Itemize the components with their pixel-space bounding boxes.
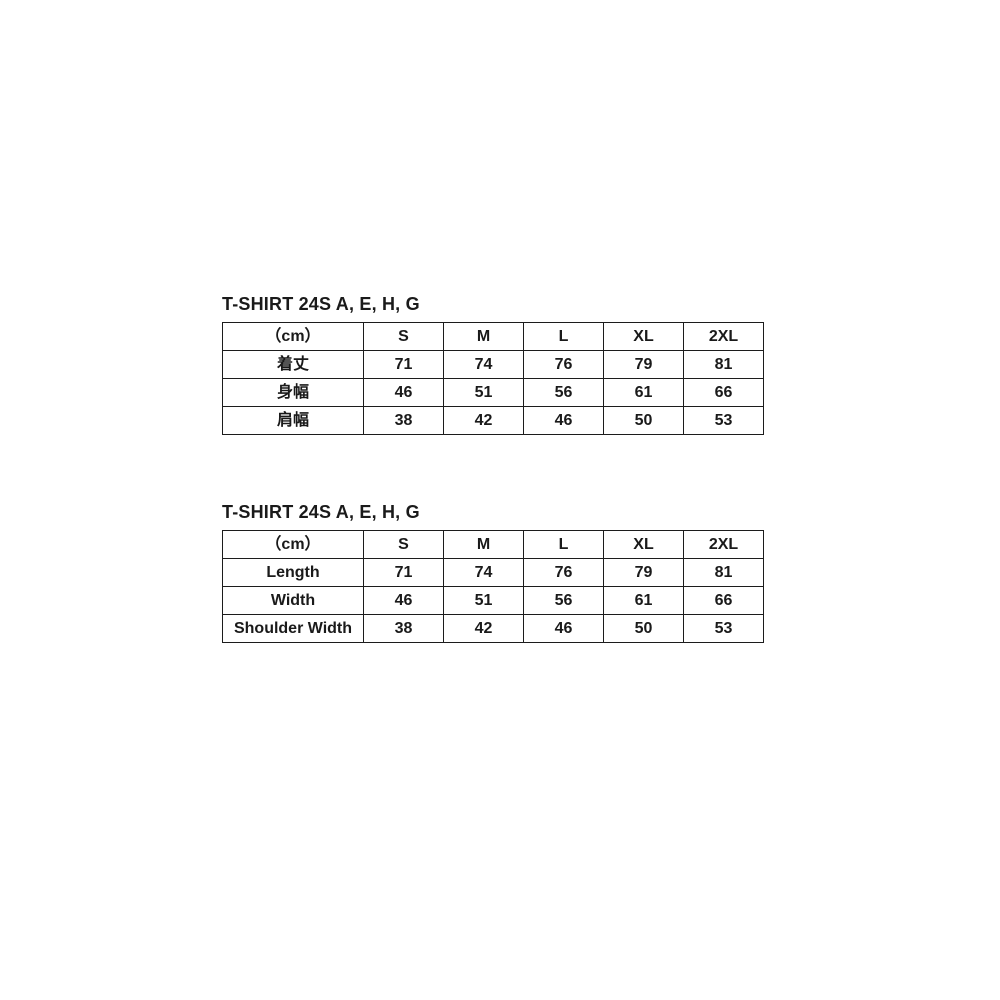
size-value-cell: 74 — [443, 350, 524, 379]
size-value-cell: 46 — [523, 406, 604, 435]
size-value-cell: 42 — [443, 614, 524, 643]
size-column-header: L — [523, 322, 604, 351]
size-table-section-jp: T-SHIRT 24S A, E, H, G （cm） S M L XL 2XL… — [222, 294, 764, 435]
size-column-header: M — [443, 322, 524, 351]
size-value-cell: 42 — [443, 406, 524, 435]
size-value-cell: 50 — [603, 406, 684, 435]
table-row: 身幅 46 51 56 61 66 — [222, 378, 764, 407]
size-value-cell: 74 — [443, 558, 524, 587]
size-column-header: S — [363, 322, 444, 351]
size-value-cell: 46 — [363, 378, 444, 407]
size-value-cell: 79 — [603, 350, 684, 379]
size-value-cell: 56 — [523, 378, 604, 407]
table-row: Shoulder Width 38 42 46 50 53 — [222, 614, 764, 643]
table-row: 着丈 71 74 76 79 81 — [222, 350, 764, 379]
size-value-cell: 51 — [443, 586, 524, 615]
size-value-cell: 46 — [363, 586, 444, 615]
size-value-cell: 50 — [603, 614, 684, 643]
header-row: （cm） S M L XL 2XL — [222, 322, 764, 351]
size-value-cell: 71 — [363, 350, 444, 379]
size-value-cell: 38 — [363, 614, 444, 643]
row-label: 肩幅 — [222, 406, 364, 435]
size-column-header: S — [363, 530, 444, 559]
size-value-cell: 66 — [683, 378, 764, 407]
size-value-cell: 53 — [683, 406, 764, 435]
size-value-cell: 61 — [603, 378, 684, 407]
size-column-header: 2XL — [683, 530, 764, 559]
size-table-jp: （cm） S M L XL 2XL 着丈 71 74 76 79 81 身幅 — [222, 322, 764, 435]
size-value-cell: 66 — [683, 586, 764, 615]
size-column-header: XL — [603, 322, 684, 351]
size-value-cell: 76 — [523, 350, 604, 379]
row-label: Length — [222, 558, 364, 587]
size-value-cell: 79 — [603, 558, 684, 587]
size-value-cell: 38 — [363, 406, 444, 435]
header-row: （cm） S M L XL 2XL — [222, 530, 764, 559]
row-label: 着丈 — [222, 350, 364, 379]
row-label: 身幅 — [222, 378, 364, 407]
table-row: Width 46 51 56 61 66 — [222, 586, 764, 615]
table-title-en: T-SHIRT 24S A, E, H, G — [222, 502, 420, 522]
size-value-cell: 76 — [523, 558, 604, 587]
unit-header-cell: （cm） — [222, 530, 364, 559]
size-column-header: L — [523, 530, 604, 559]
size-column-header: 2XL — [683, 322, 764, 351]
size-column-header: M — [443, 530, 524, 559]
table-row: Length 71 74 76 79 81 — [222, 558, 764, 587]
size-table-en: （cm） S M L XL 2XL Length 71 74 76 79 81 … — [222, 530, 764, 643]
size-value-cell: 51 — [443, 378, 524, 407]
size-value-cell: 53 — [683, 614, 764, 643]
table-title-jp: T-SHIRT 24S A, E, H, G — [222, 294, 420, 314]
size-value-cell: 56 — [523, 586, 604, 615]
size-value-cell: 71 — [363, 558, 444, 587]
unit-header-cell: （cm） — [222, 322, 364, 351]
table-row: 肩幅 38 42 46 50 53 — [222, 406, 764, 435]
size-value-cell: 46 — [523, 614, 604, 643]
size-table-section-en: T-SHIRT 24S A, E, H, G （cm） S M L XL 2XL… — [222, 502, 764, 643]
row-label: Shoulder Width — [222, 614, 364, 643]
row-label: Width — [222, 586, 364, 615]
size-value-cell: 81 — [683, 350, 764, 379]
size-column-header: XL — [603, 530, 684, 559]
size-value-cell: 81 — [683, 558, 764, 587]
size-value-cell: 61 — [603, 586, 684, 615]
